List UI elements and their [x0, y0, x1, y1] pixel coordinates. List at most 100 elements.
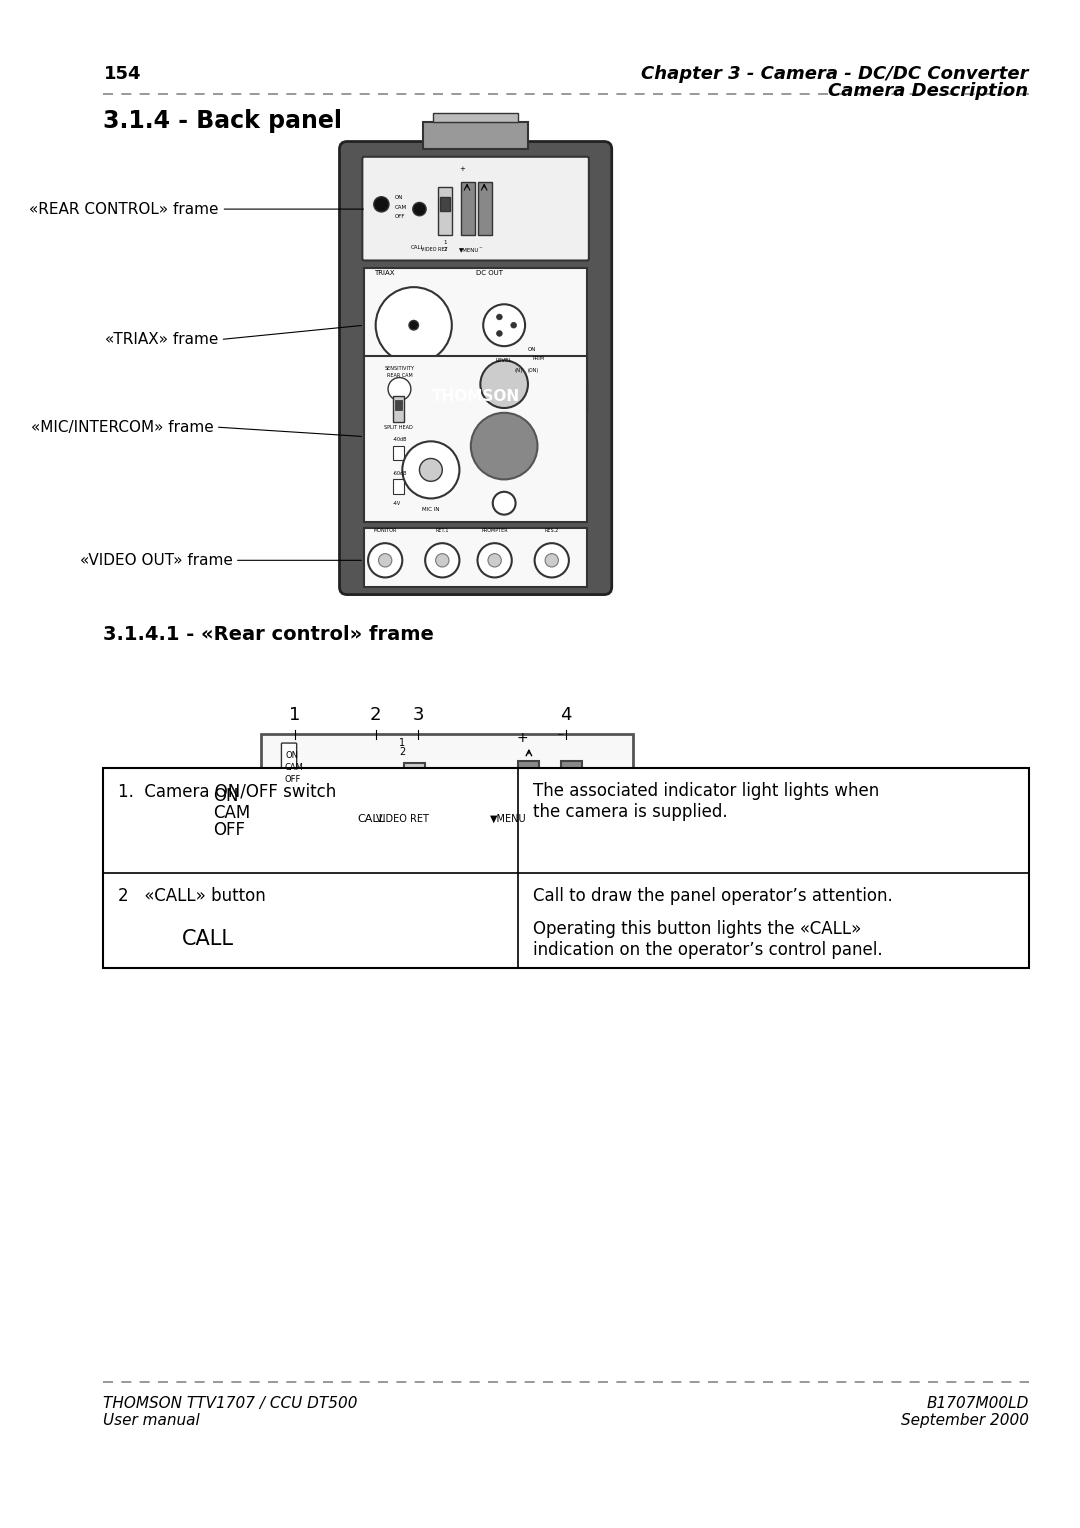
Text: CAM: CAM — [213, 804, 251, 822]
FancyBboxPatch shape — [362, 157, 589, 260]
Text: CAM: CAM — [394, 205, 407, 209]
Text: CALL: CALL — [357, 814, 384, 824]
Text: ON: ON — [213, 787, 239, 805]
Text: «VIDEO OUT» frame: «VIDEO OUT» frame — [80, 553, 233, 568]
Text: ON: ON — [285, 752, 298, 761]
Text: Camera Description: Camera Description — [828, 81, 1028, 99]
Text: 3: 3 — [413, 706, 424, 724]
Text: ▼MENU: ▼MENU — [490, 814, 527, 824]
Circle shape — [378, 553, 392, 567]
Text: OFF: OFF — [284, 775, 300, 784]
Text: 1: 1 — [289, 706, 300, 724]
Text: RES.2: RES.2 — [544, 527, 558, 533]
Text: ON: ON — [394, 196, 403, 200]
Text: Operating this button lights the «CALL»
indication on the operator’s control pan: Operating this button lights the «CALL» … — [532, 920, 882, 960]
Circle shape — [477, 542, 512, 578]
Circle shape — [535, 542, 569, 578]
Circle shape — [481, 361, 528, 408]
Text: RET.1: RET.1 — [435, 527, 449, 533]
Text: 154: 154 — [104, 66, 141, 84]
Text: OFF: OFF — [394, 214, 405, 219]
Circle shape — [435, 553, 449, 567]
Text: TRIAX: TRIAX — [374, 270, 394, 275]
Text: ▼MENU: ▼MENU — [459, 248, 480, 252]
Circle shape — [413, 202, 427, 215]
Circle shape — [511, 322, 516, 329]
Circle shape — [187, 880, 229, 921]
Text: CALL: CALL — [410, 244, 424, 251]
Bar — [104, 767, 1028, 967]
Text: September 2000: September 2000 — [901, 1413, 1028, 1429]
Text: SPLIT HEAD: SPLIT HEAD — [384, 425, 413, 429]
Text: -40dB: -40dB — [393, 437, 407, 442]
Text: THOMSON TTV1707 / CCU DT500: THOMSON TTV1707 / CCU DT500 — [104, 1397, 357, 1410]
Text: VIDEO RET: VIDEO RET — [376, 814, 429, 824]
Circle shape — [545, 553, 558, 567]
Circle shape — [189, 796, 208, 816]
Circle shape — [388, 377, 410, 400]
Text: 2: 2 — [444, 248, 447, 252]
Text: 3.1.4.1 - «Rear control» frame: 3.1.4.1 - «Rear control» frame — [104, 625, 434, 643]
Circle shape — [199, 891, 218, 911]
Text: The associated indicator light lights when
the camera is supplied.: The associated indicator light lights wh… — [532, 782, 879, 821]
Bar — [364, 267, 586, 377]
Bar — [364, 356, 586, 523]
Circle shape — [282, 769, 308, 796]
Bar — [438, 188, 451, 235]
Text: DC OUT: DC OUT — [475, 270, 502, 275]
Circle shape — [497, 315, 502, 319]
Bar — [364, 382, 586, 411]
Text: ON: ON — [528, 347, 537, 351]
Circle shape — [376, 287, 451, 364]
FancyBboxPatch shape — [166, 816, 193, 862]
Circle shape — [374, 197, 389, 212]
Text: -4V: -4V — [393, 501, 401, 506]
Text: 4: 4 — [561, 706, 571, 724]
Text: «MIC/INTERCOM» frame: «MIC/INTERCOM» frame — [31, 420, 214, 434]
Text: LEVEL: LEVEL — [496, 359, 512, 364]
Text: «TRIAX» frame: «TRIAX» frame — [105, 332, 218, 347]
Text: THOMSON: THOMSON — [432, 390, 519, 403]
Circle shape — [359, 775, 383, 799]
Circle shape — [483, 304, 525, 347]
Bar — [518, 761, 539, 828]
Circle shape — [426, 542, 459, 578]
Text: PROMPTER: PROMPTER — [482, 527, 508, 533]
Circle shape — [492, 492, 515, 515]
Text: 1.  Camera ON/OFF switch: 1. Camera ON/OFF switch — [118, 782, 336, 801]
Bar — [394, 400, 403, 410]
Text: SENSITIVITY: SENSITIVITY — [384, 365, 415, 371]
Text: Chapter 3 - Camera - DC/DC Converter: Chapter 3 - Camera - DC/DC Converter — [642, 66, 1028, 84]
Text: 3.1.4 - Back panel: 3.1.4 - Back panel — [104, 108, 342, 133]
Bar — [393, 396, 404, 422]
Text: 2: 2 — [370, 706, 381, 724]
Circle shape — [368, 542, 403, 578]
Bar — [393, 446, 404, 460]
Circle shape — [497, 330, 502, 336]
Circle shape — [403, 442, 459, 498]
FancyBboxPatch shape — [339, 142, 611, 594]
Text: (N): (N) — [514, 368, 523, 373]
Bar — [562, 761, 582, 828]
FancyBboxPatch shape — [282, 743, 297, 773]
Bar — [433, 113, 518, 122]
Text: User manual: User manual — [104, 1413, 200, 1429]
Text: «REAR CONTROL» frame: «REAR CONTROL» frame — [29, 202, 218, 217]
Text: ⁻: ⁻ — [478, 246, 482, 252]
Circle shape — [471, 413, 538, 480]
Bar — [461, 182, 474, 235]
Text: +: + — [516, 730, 528, 746]
Bar — [441, 197, 450, 211]
Bar — [423, 122, 528, 150]
Text: VIDEO RET: VIDEO RET — [421, 248, 448, 252]
Bar — [407, 775, 422, 796]
Bar — [404, 762, 426, 825]
Text: (ON): (ON) — [528, 368, 539, 373]
Text: 2: 2 — [400, 747, 405, 758]
Text: 1: 1 — [400, 738, 405, 747]
Bar — [261, 735, 633, 839]
Text: +: + — [459, 167, 465, 173]
Text: MONITOR: MONITOR — [374, 527, 396, 533]
Bar — [478, 182, 491, 235]
Text: 1: 1 — [444, 240, 447, 246]
